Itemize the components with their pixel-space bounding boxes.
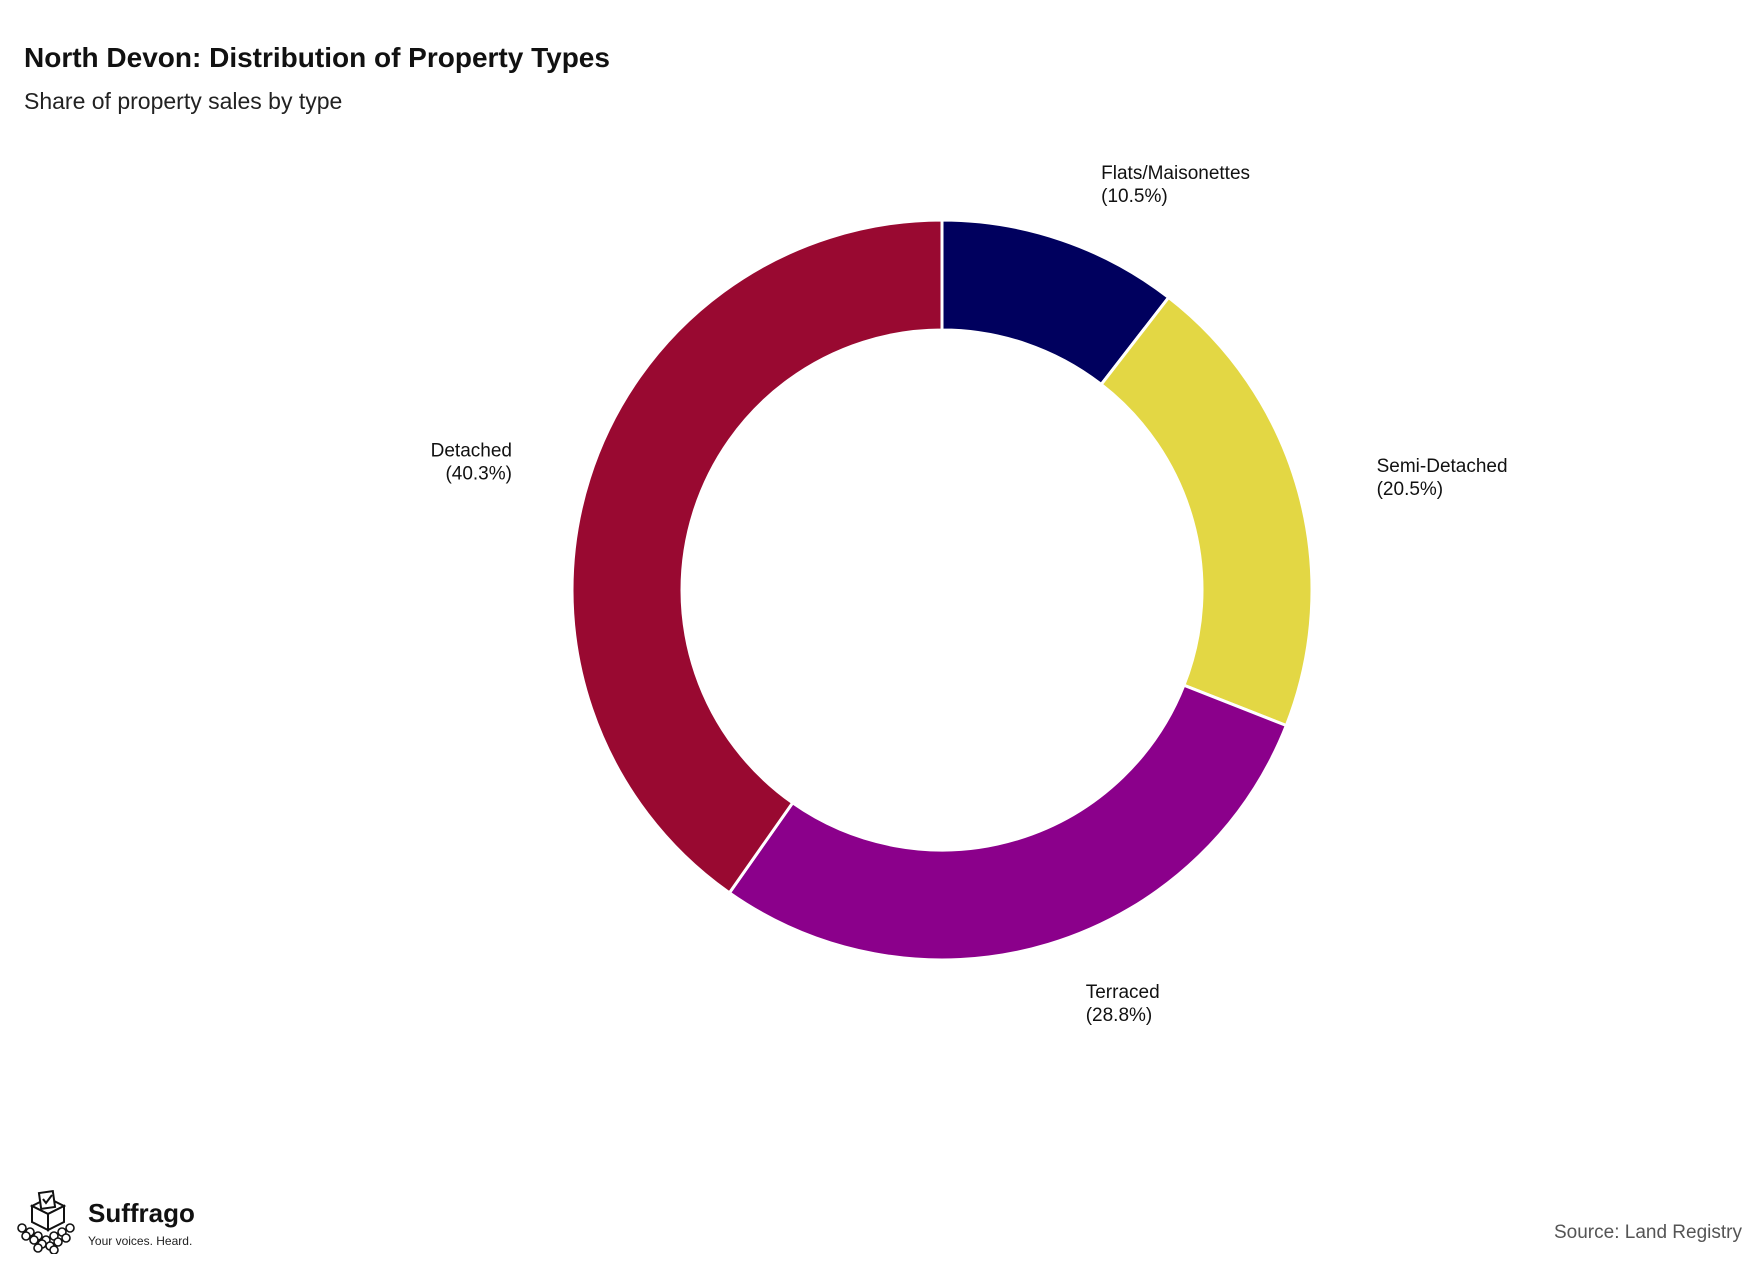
suffrago-logo: Suffrago Your voices. Heard. [14,1190,234,1254]
slice-terraced [727,683,1289,962]
slice-labels: Flats/Maisonettes (10.5%) Semi-Detached (20… [431,163,1508,1026]
label-semi-detached: Semi-Detached (20.5%) [1377,456,1508,500]
label-flats-maisonettes: Flats/Maisonettes (10.5%) [1101,163,1250,207]
donut-slices [570,218,1314,962]
chart-subtitle: Share of property sales by type [24,88,343,114]
chart-title: North Devon: Distribution of Property Ty… [24,42,610,73]
logo-name: Suffrago [88,1198,195,1228]
logo-tagline: Your voices. Heard. [88,1234,193,1248]
slice-semi-detached [1099,295,1314,728]
source-note: Source: Land Registry [1554,1222,1742,1243]
label-terraced: Terraced (28.8%) [1086,982,1160,1026]
ballot-box-icon [17,1190,75,1254]
label-detached: Detached (40.3%) [431,440,512,484]
slice-detached [570,218,944,895]
